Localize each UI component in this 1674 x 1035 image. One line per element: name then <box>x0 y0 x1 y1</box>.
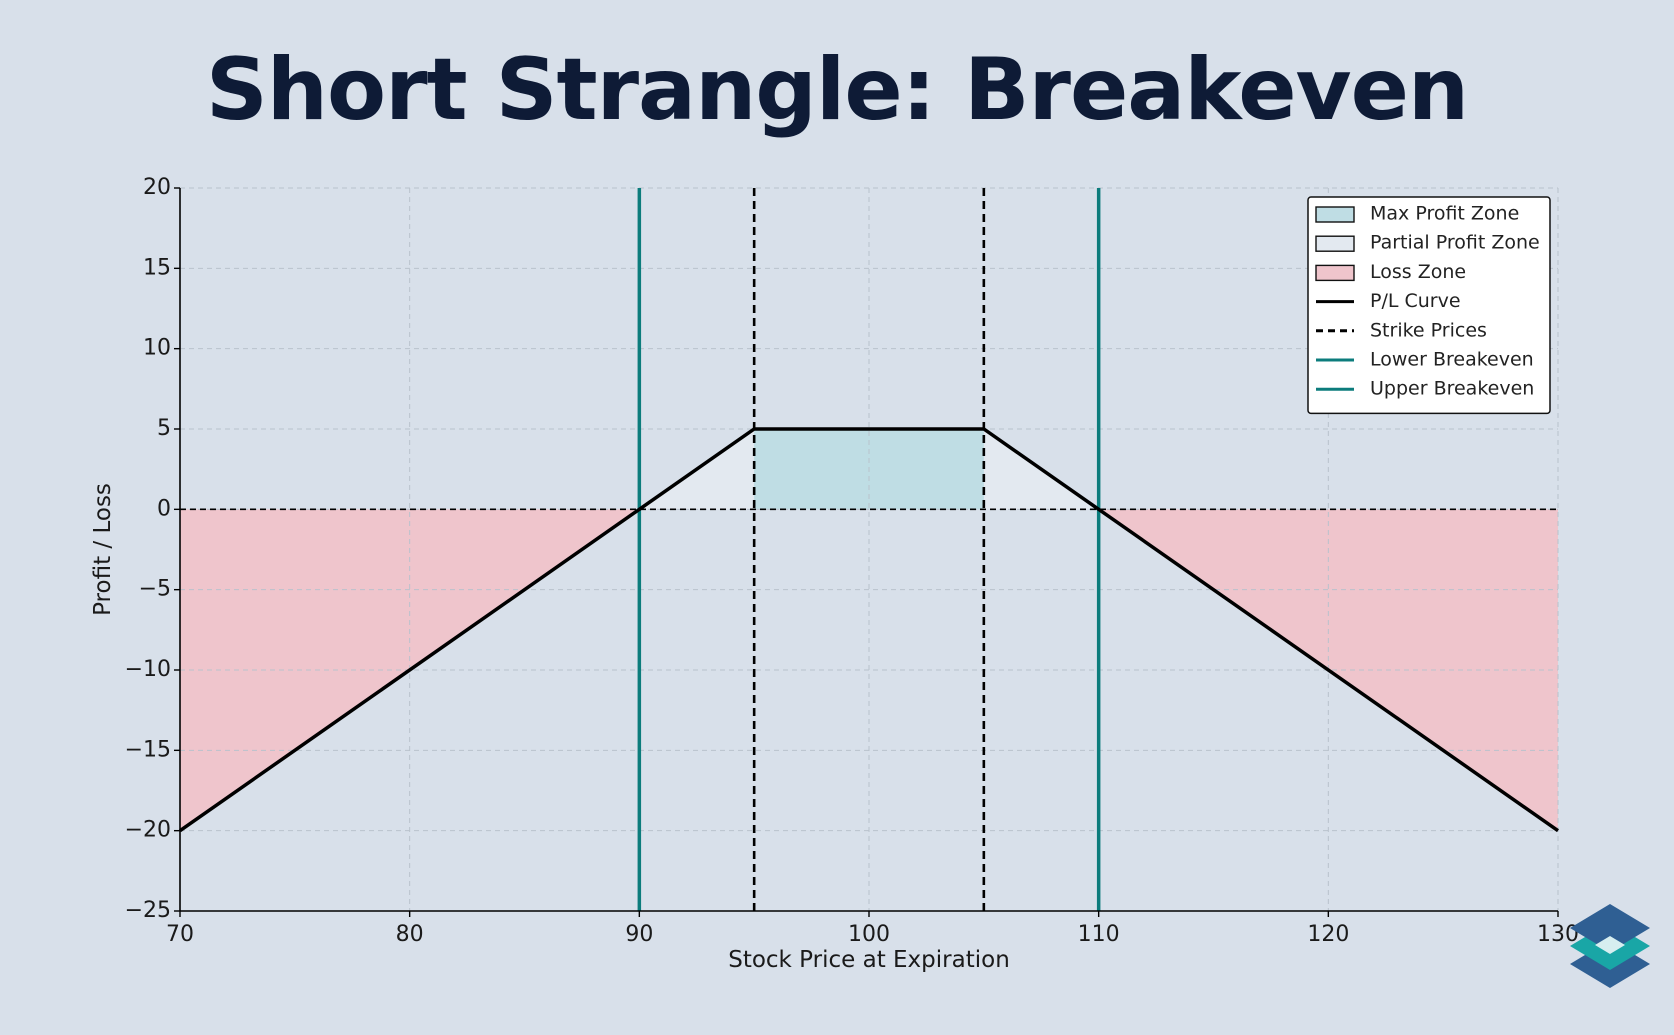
y-tick-label: −10 <box>125 657 171 682</box>
legend-item: Partial Profit Zone <box>1315 232 1540 254</box>
stacked-layers-icon <box>1570 904 1650 988</box>
legend-label: Upper Breakeven <box>1370 378 1534 400</box>
y-tick-label: 0 <box>157 496 171 521</box>
legend-label: Max Profit Zone <box>1370 203 1519 225</box>
legend-box <box>1307 196 1551 415</box>
legend-swatch <box>1315 206 1355 223</box>
legend: Max Profit Zone Partial Profit Zone Loss Z… <box>1307 196 1551 415</box>
y-tick-label: −15 <box>125 737 171 762</box>
legend-label: Lower Breakeven <box>1370 349 1534 371</box>
plot-lines-layer <box>178 188 1560 911</box>
x-tick-label: 110 <box>1078 922 1120 947</box>
x-tick-label: 80 <box>396 922 424 947</box>
x-tick-label: 70 <box>166 922 194 947</box>
legend-item: Lower Breakeven <box>1316 349 1534 371</box>
legend-item: Upper Breakeven <box>1316 378 1534 400</box>
ticks-layer: 70 80 90 100 110 120 130 20 15 10 5 0 −5 −10 −15 −20 −25 <box>125 175 1579 947</box>
y-tick-label: −20 <box>125 818 171 843</box>
y-tick-label: −25 <box>125 898 171 923</box>
y-tick-label: 15 <box>143 255 171 280</box>
legend-item: Loss Zone <box>1315 261 1466 283</box>
legend-item: Strike Prices <box>1316 319 1487 341</box>
y-tick-label: 5 <box>157 416 171 441</box>
legend-swatch <box>1315 264 1355 282</box>
logo-layer-top <box>1570 904 1650 952</box>
y-tick-label: 10 <box>143 336 171 361</box>
x-tick-label: 120 <box>1307 922 1349 947</box>
x-axis-label: Stock Price at Expiration <box>728 947 1010 973</box>
x-tick-label: 130 <box>1537 922 1579 947</box>
legend-item: Max Profit Zone <box>1315 203 1519 225</box>
pl-curve <box>178 427 1560 833</box>
y-tick-label: 20 <box>143 175 171 200</box>
y-axis-label: Profit / Loss <box>90 483 116 616</box>
legend-label: Loss Zone <box>1370 261 1466 283</box>
legend-label: Partial Profit Zone <box>1370 232 1540 254</box>
legend-label: P/L Curve <box>1370 290 1461 312</box>
legend-label: Strike Prices <box>1370 319 1487 341</box>
x-tick-label: 100 <box>848 922 890 947</box>
y-tick-label: −5 <box>139 577 171 602</box>
legend-swatch <box>1315 235 1355 252</box>
x-tick-label: 90 <box>625 922 653 947</box>
chart-title: Short Strangle: Breakeven <box>205 40 1469 140</box>
legend-item: P/L Curve <box>1316 290 1461 312</box>
logo-highlight <box>1595 936 1625 954</box>
